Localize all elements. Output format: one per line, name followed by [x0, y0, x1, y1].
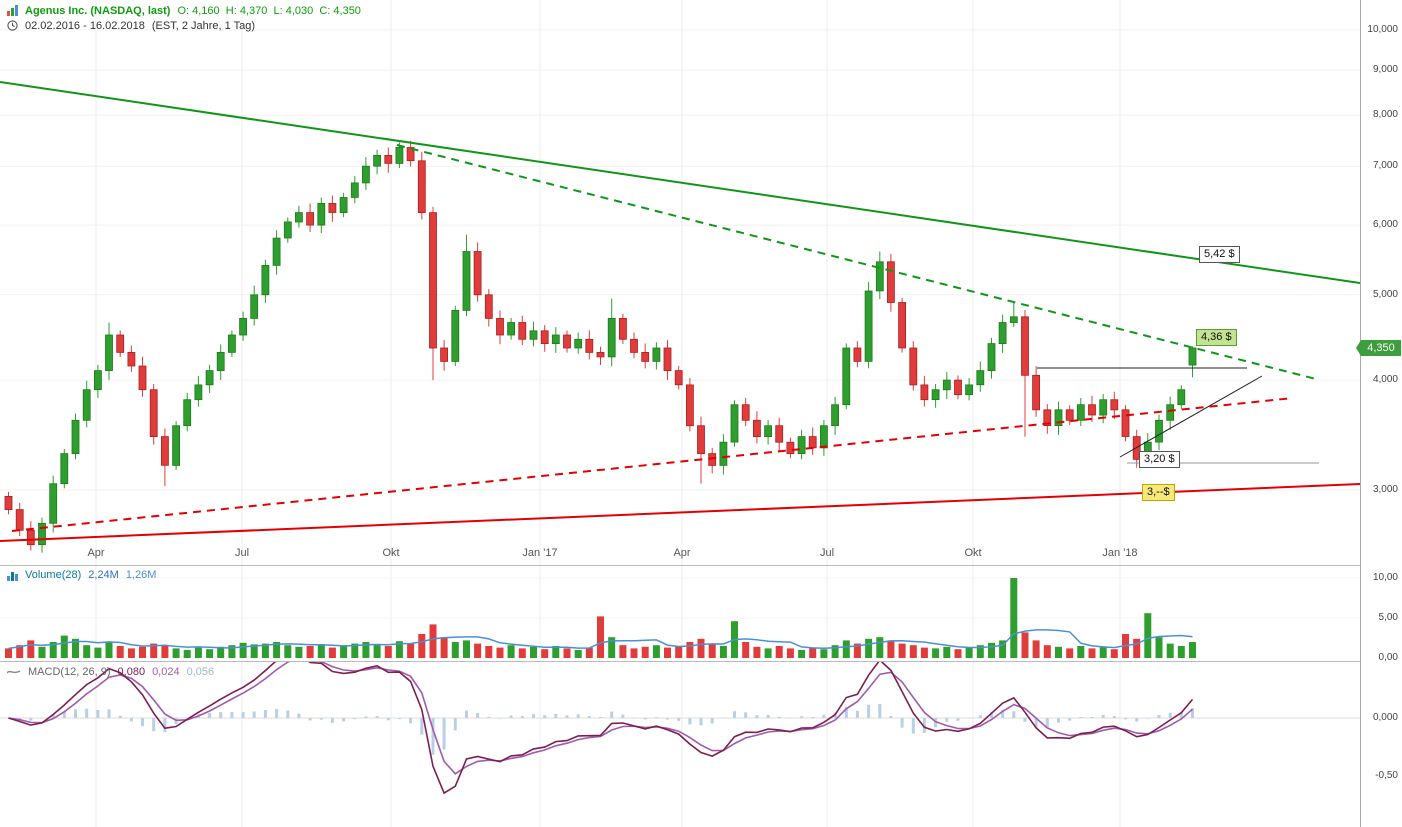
price-axis-label: 5,000: [1372, 289, 1398, 300]
price-axis-label: 6,000: [1372, 219, 1398, 230]
macd-plot: [7, 662, 1194, 795]
volume-icon: [7, 570, 18, 581]
volume-value: 2,24M: [88, 569, 119, 581]
macd-label: MACD(12, 26, 9): [28, 666, 111, 678]
macd-hist-value: 0,056: [186, 666, 215, 678]
price-tag-notch: [1356, 340, 1361, 356]
last-price-value: 4,350: [1367, 342, 1395, 354]
clock-icon: [7, 20, 18, 31]
macd-value: 0,080: [117, 666, 146, 678]
time-axis-label: Okt: [382, 547, 400, 559]
trendline-price-label[interactable]: 4,36 $: [1196, 329, 1237, 346]
price-axis-label: 8,000: [1372, 109, 1398, 120]
macd-indicator-legend: MACD(12, 26, 9) 0,080 0,024 0,056: [7, 666, 214, 678]
trendline-price-label[interactable]: 3,--$: [1142, 484, 1175, 501]
macd-axis-label: -0,50: [1375, 769, 1398, 781]
pane-separator: [0, 565, 1402, 566]
trendline-price-label[interactable]: 5,42 $: [1199, 246, 1240, 263]
time-axis-label: Jan '17: [522, 547, 558, 559]
chart-legend: Agenus Inc. (NASDAQ, last) O: 4,160 H: 4…: [7, 3, 361, 33]
price-axis[interactable]: 10,000 9,000 8,000 7,000 6,000 5,000 4,000 3,00…: [1360, 0, 1402, 827]
time-axis-label: Apr: [673, 547, 691, 559]
volume-axis-label: 5,00: [1378, 612, 1398, 623]
timeframe-label: (EST, 2 Jahre, 1 Tag): [151, 19, 256, 32]
trendlines: [0, 81, 1360, 542]
macd-icon: [7, 670, 21, 674]
resistance-solid-green: [0, 81, 1360, 284]
price-axis-label: 10,000: [1367, 24, 1398, 35]
volume-axis-label: 10,00: [1372, 572, 1398, 583]
instrument-icon: [7, 5, 18, 16]
gridlines: [0, 0, 1360, 827]
time-axis-label: Jan '18: [1102, 547, 1138, 559]
candles: [4, 140, 1197, 553]
last-price-tag: 4,350: [1356, 340, 1401, 356]
volume-ma-value: 1,26M: [125, 569, 157, 581]
time-axis-label: Apr: [87, 547, 105, 559]
time-axis-label: Jul: [819, 547, 835, 559]
volume-axis-label: 0,00: [1378, 652, 1398, 663]
pane-separator: [0, 661, 1402, 662]
support-solid-red: [0, 483, 1360, 542]
ohlc-values: O: 4,160 H: 4,370 L: 4,030 C: 4,350: [177, 4, 361, 17]
pattern-rising-line: [1119, 375, 1263, 458]
volume-label: Volume(28): [25, 569, 82, 581]
time-axis-label: Jul: [234, 547, 250, 559]
resistance-dashed-green: [396, 144, 1317, 380]
price-axis-label: 4,000: [1372, 374, 1398, 385]
date-range: 02.02.2016 - 16.02.2018: [25, 19, 145, 32]
support-dashed-red: [11, 397, 1294, 532]
time-axis[interactable]: Apr Jul Okt Jan '17 Apr Jul Okt Jan '18: [0, 545, 1360, 562]
instrument-name: Agenus Inc. (NASDAQ, last): [25, 4, 171, 17]
volume-indicator-legend: Volume(28) 2,24M 1,26M: [7, 569, 156, 581]
macd-axis-label: 0,000: [1372, 712, 1398, 723]
time-axis-label: Okt: [964, 547, 982, 559]
price-axis-label: 3,000: [1372, 484, 1398, 495]
price-axis-label: 7,000: [1372, 160, 1398, 171]
volume-bars: [5, 578, 1196, 658]
macd-signal-value: 0,024: [152, 666, 180, 678]
price-axis-label: 9,000: [1372, 64, 1398, 75]
trendline-price-label[interactable]: 3,20 $: [1139, 451, 1180, 468]
